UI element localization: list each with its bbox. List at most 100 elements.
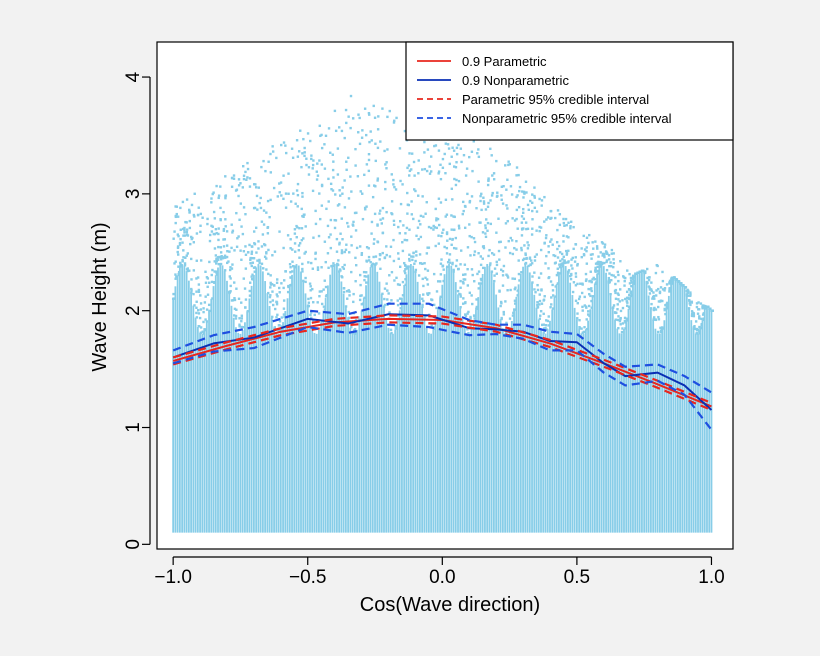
scatter-point	[280, 194, 283, 197]
scatter-point	[516, 227, 519, 230]
scatter-point	[244, 213, 247, 216]
scatter-point	[625, 300, 628, 303]
scatter-point	[690, 310, 694, 313]
scatter-point	[210, 201, 213, 204]
scatter-point	[450, 187, 453, 190]
scatter-point	[599, 251, 602, 254]
scatter-point	[511, 277, 514, 280]
scatter-point	[265, 252, 268, 255]
scatter-point	[479, 194, 482, 198]
scatter-point	[265, 268, 268, 271]
scatter-point	[306, 306, 309, 533]
scatter-point	[188, 226, 192, 230]
scatter-point	[471, 302, 474, 306]
scatter-point	[310, 261, 313, 265]
scatter-point	[459, 307, 462, 533]
scatter-point	[264, 169, 267, 173]
scatter-point	[266, 293, 269, 533]
scatter-point	[515, 239, 518, 243]
scatter-point	[365, 246, 369, 249]
scatter-point	[275, 293, 279, 296]
scatter-point	[421, 306, 424, 533]
scatter-point	[224, 175, 227, 178]
scatter-point	[413, 188, 416, 191]
scatter-point	[334, 129, 338, 133]
scatter-point	[540, 302, 544, 305]
scatter-point	[510, 193, 514, 196]
scatter-point	[450, 155, 453, 158]
scatter-point	[576, 312, 579, 315]
scatter-point	[475, 307, 478, 310]
scatter-point	[261, 233, 265, 236]
scatter-point	[670, 276, 674, 279]
scatter-point	[230, 267, 234, 270]
scatter-point	[531, 281, 534, 284]
scatter-point	[331, 264, 335, 268]
scatter-point	[628, 282, 632, 285]
scatter-point	[580, 255, 583, 259]
scatter-point	[505, 331, 508, 335]
scatter-point	[357, 113, 360, 116]
scatter-point	[560, 263, 563, 267]
scatter-point	[193, 304, 196, 307]
scatter-point	[468, 223, 471, 226]
scatter-point	[442, 268, 445, 271]
legend-label: 0.9 Nonparametric	[462, 73, 569, 88]
scatter-point	[367, 184, 371, 187]
scatter-point	[462, 273, 465, 276]
scatter-point	[334, 193, 337, 196]
scatter-point	[277, 329, 280, 332]
scatter-point	[703, 308, 706, 533]
scatter-point	[701, 320, 704, 533]
scatter-point	[367, 152, 371, 156]
scatter-point	[341, 276, 344, 279]
scatter-point	[210, 273, 213, 277]
scatter-point	[657, 315, 660, 319]
scatter-point	[464, 174, 468, 177]
scatter-point	[228, 250, 231, 253]
scatter-point	[204, 295, 207, 298]
scatter-point	[238, 317, 241, 320]
scatter-point	[486, 183, 490, 187]
scatter-point	[468, 155, 471, 159]
scatter-point	[312, 159, 315, 162]
scatter-point	[651, 297, 654, 300]
scatter-point	[325, 207, 328, 211]
scatter-point	[530, 259, 533, 262]
legend-label: 0.9 Parametric	[462, 54, 547, 69]
scatter-point	[340, 281, 343, 533]
scatter-point	[176, 245, 180, 248]
scatter-point	[426, 283, 430, 286]
scatter-point	[342, 287, 346, 290]
scatter-point	[432, 329, 435, 533]
scatter-point	[392, 223, 396, 226]
scatter-point	[303, 146, 306, 150]
scatter-point	[648, 292, 652, 295]
scatter-point	[190, 257, 193, 261]
scatter-point	[259, 265, 262, 533]
scatter-point	[468, 291, 472, 294]
scatter-point	[196, 327, 199, 533]
scatter-point	[262, 209, 266, 212]
scatter-point	[383, 256, 386, 260]
scatter-point	[513, 302, 517, 305]
scatter-point	[223, 238, 227, 241]
scatter-point	[658, 300, 662, 303]
scatter-point	[493, 279, 496, 283]
scatter-point	[585, 318, 588, 321]
scatter-point	[659, 329, 663, 332]
scatter-point	[632, 279, 635, 283]
scatter-point	[485, 218, 488, 221]
scatter-point	[301, 191, 304, 195]
scatter-point	[278, 182, 281, 185]
scatter-point	[477, 148, 480, 151]
scatter-point	[341, 186, 344, 189]
scatter-point	[585, 249, 588, 253]
scatter-point	[405, 265, 408, 268]
scatter-point	[479, 284, 482, 533]
scatter-point	[320, 204, 324, 207]
scatter-point	[267, 160, 270, 163]
scatter-point	[565, 253, 568, 256]
scatter-point	[358, 245, 362, 248]
scatter-point	[550, 238, 553, 241]
